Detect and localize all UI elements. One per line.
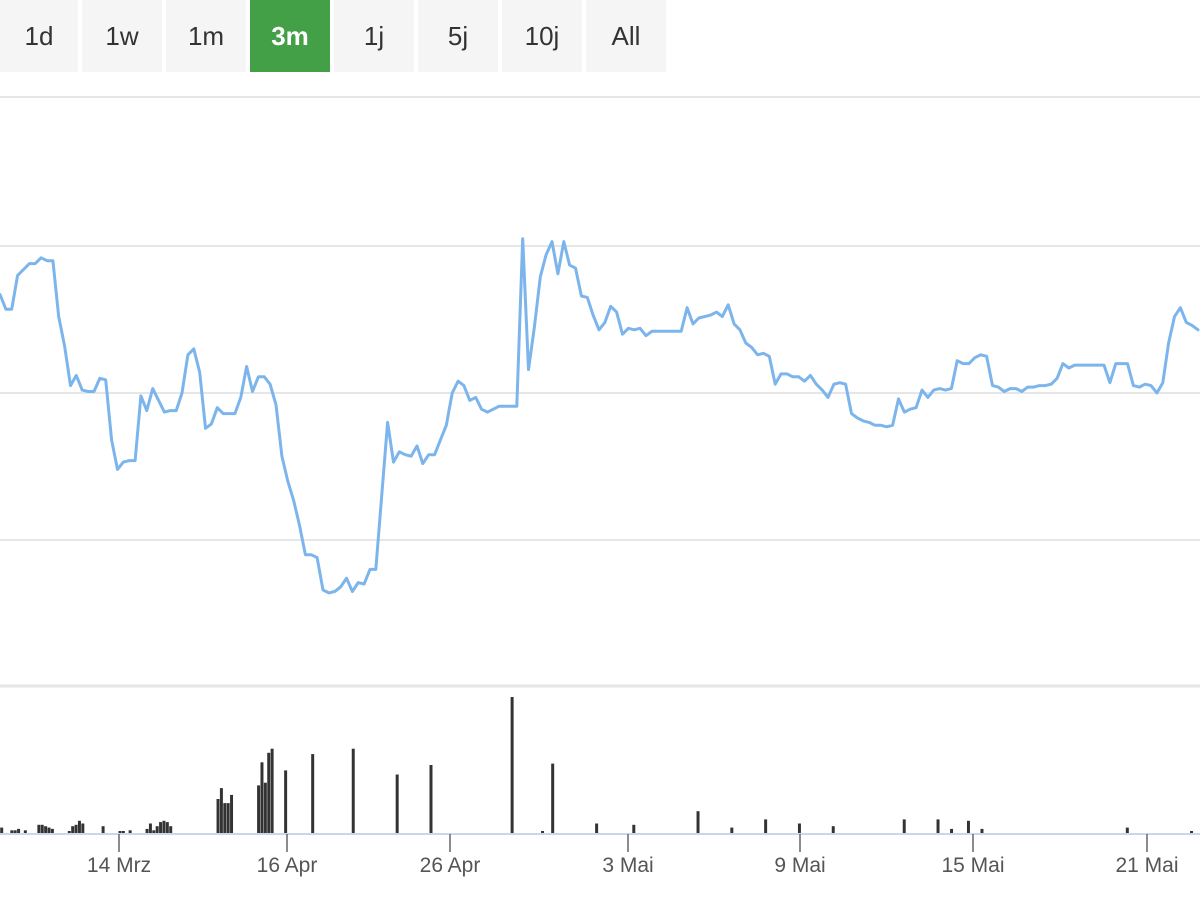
volume-bar <box>216 799 220 833</box>
volume-bar <box>226 803 230 833</box>
volume-bar <box>128 830 132 833</box>
volume-bar <box>67 831 71 833</box>
volume-bar <box>223 803 227 833</box>
volume-bar <box>395 774 399 833</box>
volume-bar <box>267 752 271 833</box>
volume-bar <box>632 824 636 833</box>
volume-bar <box>219 788 223 833</box>
x-tick-label: 15 Mai <box>941 854 1004 877</box>
x-tick-label: 26 Apr <box>420 854 481 877</box>
volume-bar <box>101 826 105 833</box>
volume-bar <box>764 819 768 833</box>
volume-bar <box>0 827 4 833</box>
volume-bar <box>23 830 27 833</box>
x-tick-label: 21 Mai <box>1115 854 1178 877</box>
volume-bar <box>260 762 264 833</box>
volume-bar <box>47 827 51 833</box>
volume-bar <box>284 770 288 833</box>
volume-bar <box>351 748 355 833</box>
volume-bar <box>257 785 261 833</box>
volume-bar <box>936 819 940 833</box>
volume-bar <box>263 782 267 833</box>
volume-bar <box>169 826 173 833</box>
volume-bar <box>541 831 545 833</box>
volume-bars <box>0 697 1194 833</box>
volume-bar <box>40 824 44 833</box>
volume-bar <box>551 763 555 833</box>
volume-bar <box>77 820 81 833</box>
volume-bar <box>966 820 970 833</box>
volume-bar <box>10 830 14 833</box>
volume-bar <box>311 754 315 833</box>
volume-bar <box>730 827 734 833</box>
x-tick-label: 14 Mrz <box>87 854 151 877</box>
range-tab-3m[interactable]: 3m <box>250 0 330 72</box>
volume-bar <box>270 748 274 833</box>
volume-bar <box>121 831 125 833</box>
range-tab-5j[interactable]: 5j <box>418 0 498 72</box>
volume-bar <box>165 822 169 833</box>
volume-bar <box>1125 827 1129 833</box>
volume-bar <box>37 824 41 833</box>
x-tick-label: 9 Mai <box>774 854 825 877</box>
volume-bar <box>152 830 156 833</box>
range-tab-10j[interactable]: 10j <box>502 0 582 72</box>
volume-bar <box>595 823 599 833</box>
volume-bar <box>510 697 514 833</box>
volume-bar <box>902 819 906 833</box>
x-tick-label: 3 Mai <box>602 854 653 877</box>
volume-bar <box>118 831 122 833</box>
volume-bar <box>155 826 159 833</box>
volume-bar <box>980 828 984 833</box>
volume-bar <box>696 811 700 833</box>
range-tab-1j[interactable]: 1j <box>334 0 414 72</box>
volume-bar <box>50 828 54 833</box>
volume-bar <box>1190 831 1194 833</box>
range-tab-all[interactable]: All <box>586 0 666 72</box>
volume-bar <box>950 828 954 833</box>
range-tab-1m[interactable]: 1m <box>166 0 246 72</box>
volume-bar <box>145 828 149 833</box>
volume-bar <box>429 765 433 833</box>
range-tab-1w[interactable]: 1w <box>82 0 162 72</box>
volume-bar <box>44 826 48 833</box>
price-gridlines <box>0 96 1200 541</box>
volume-bar <box>797 823 801 833</box>
range-tab-1d[interactable]: 1d <box>0 0 78 72</box>
volume-bar <box>230 794 234 833</box>
volume-bar <box>74 824 78 833</box>
volume-bar <box>81 823 85 833</box>
price-line <box>0 237 1200 595</box>
x-axis-ticks: 14 Mrz 16 Apr 26 Apr 3 Mai 9 Mai 15 Mai 21 Mai <box>87 834 1179 877</box>
volume-bar <box>159 822 163 833</box>
volume-bar <box>162 820 166 833</box>
x-tick-label: 16 Apr <box>257 854 318 877</box>
range-selector: 1d 1w 1m 3m 1j 5j 10j All <box>0 0 670 72</box>
volume-bar <box>71 826 75 833</box>
volume-bar <box>148 823 152 833</box>
volume-bar <box>17 828 21 833</box>
volume-bar <box>13 830 17 833</box>
volume-bar <box>831 826 835 833</box>
